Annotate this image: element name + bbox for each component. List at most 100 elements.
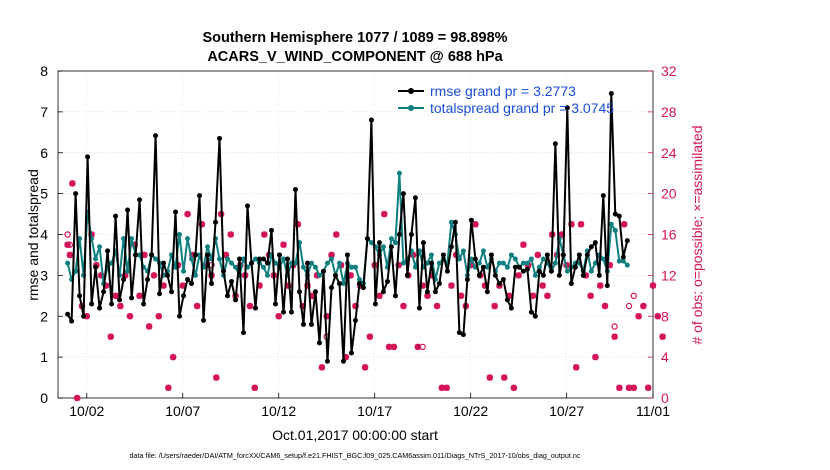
obs-assimilated-marker (333, 231, 340, 238)
rmse-point (396, 232, 402, 237)
rmse-point (412, 195, 418, 201)
obs-assimilated-stroke (654, 313, 661, 320)
rmse-point (484, 289, 490, 295)
totalspread-point (308, 260, 314, 266)
rmse-point (608, 90, 614, 96)
obs-assimilated-marker (385, 343, 393, 351)
totalspread-point (612, 227, 618, 233)
totalspread-point (65, 260, 71, 266)
totalspread-point (476, 260, 482, 266)
y-right-tick-label: 20 (661, 186, 677, 202)
rmse-point (560, 252, 566, 258)
obs-assimilated-marker (400, 302, 407, 310)
rmse-point (280, 309, 286, 315)
obs-assimilated-stroke (625, 384, 633, 391)
rmse-point (109, 301, 115, 307)
obs-assimilated-marker (544, 292, 551, 300)
obs-assimilated-stroke (601, 302, 609, 310)
totalspread-point (500, 260, 506, 266)
obs-assimilated-stroke (126, 313, 134, 320)
obs-possible-marker (630, 292, 638, 300)
obs-possible-marker (611, 323, 618, 330)
y-tick-label: 0 (40, 390, 48, 406)
obs-assimilated-marker (577, 221, 585, 228)
rmse-point (149, 252, 155, 258)
obs-assimilated-stroke (649, 282, 657, 289)
obs-assimilated-marker (275, 313, 282, 320)
rmse-point (400, 191, 406, 197)
rmse-point (492, 272, 498, 278)
obs-assimilated-marker (486, 374, 494, 381)
rmse-point (284, 256, 290, 262)
obs-assimilated-marker (318, 364, 326, 371)
rmse-point (113, 213, 119, 219)
y-right-tick-label: 32 (661, 63, 677, 79)
rmse-point (77, 293, 83, 299)
y-axis-ticks: 0 1 2 3 4 5 6 7 8 (40, 63, 63, 406)
obs-assimilated-stroke (169, 353, 177, 361)
rmse-point (69, 318, 75, 324)
rmse-point (524, 266, 530, 272)
obs-assimilated-stroke (376, 292, 383, 299)
obs-assimilated-stroke (66, 251, 74, 259)
rmse-point (316, 340, 322, 346)
rmse-point (105, 248, 111, 254)
rmse-point (229, 279, 235, 285)
obs-assimilated-stroke (414, 343, 422, 351)
totalspread-point (388, 236, 394, 242)
rmse-point (380, 289, 386, 295)
totalspread-point (73, 268, 79, 274)
rmse-point (544, 252, 550, 258)
totalspread-point (193, 272, 199, 278)
obs-assimilated-stroke (246, 302, 254, 310)
totalspread-point (564, 268, 570, 274)
totalspread-point (129, 236, 135, 242)
totalspread-point (496, 260, 502, 266)
rmse-point (205, 252, 211, 258)
totalspread-point (328, 256, 334, 262)
totalspread-point (592, 260, 598, 266)
legend-spread-label: totalspread grand pr = 3.0745 (430, 100, 614, 116)
rmse-point (65, 311, 71, 317)
obs-assimilated-stroke (328, 251, 335, 259)
obs-assimilated-stroke (184, 210, 191, 218)
obs-assimilated-marker (193, 302, 201, 310)
rmse-point (117, 297, 123, 303)
totalspread-point (528, 256, 534, 262)
rmse-series-line (66, 92, 629, 363)
obs-assimilated-marker (117, 302, 124, 310)
obs-assimilated-marker (66, 251, 74, 259)
totalspread-point (324, 260, 330, 266)
obs-assimilated-marker (601, 302, 609, 310)
obs-assimilated-stroke (150, 272, 158, 279)
obs-assimilated-stroke (534, 251, 542, 259)
rmse-point (129, 295, 135, 301)
y-right-axis-label: # of obs: o=possible; ×=assimilated (689, 125, 705, 344)
rmse-point (596, 272, 602, 278)
obs-assimilated-marker (659, 333, 666, 340)
totalspread-point (336, 260, 342, 266)
rmse-point (268, 227, 274, 233)
y-tick-label: 6 (40, 145, 48, 161)
rmse-point (620, 254, 626, 260)
obs-assimilated-stroke (74, 394, 81, 402)
rmse-point (173, 209, 179, 215)
rmse-point (568, 281, 574, 287)
rmse-point (384, 279, 390, 285)
rmse-point (272, 301, 278, 307)
obs-assimilated-stroke (261, 231, 268, 238)
x-tick-label: 10/17 (357, 403, 392, 419)
obs-assimilated-stroke (611, 333, 618, 340)
obs-possible-marker (66, 241, 74, 248)
obs-assimilated-marker (616, 384, 623, 391)
obs-assimilated-stroke (136, 292, 143, 299)
rmse-point (85, 154, 91, 160)
totalspread-point (600, 256, 606, 262)
obs-assimilated-stroke (213, 374, 220, 381)
rmse-point (552, 141, 558, 147)
chart-title: Southern Hemisphere 1077 / 1089 = 98.898… (202, 30, 507, 46)
rmse-point (420, 240, 426, 246)
obs-assimilated-marker (73, 394, 81, 402)
obs-assimilated-marker (448, 282, 455, 289)
